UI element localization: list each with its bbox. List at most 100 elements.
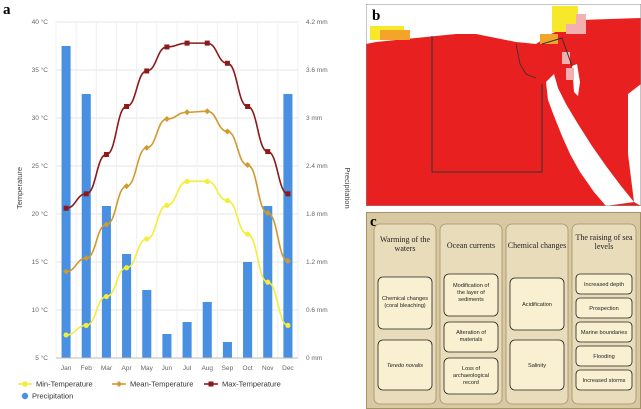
- mean-temperature-marker: [284, 258, 291, 265]
- climate-chart: a 5 °C 10 °C 15 °C 20 °C 25 °C 30 °C 35 °C 40 °…: [3, 2, 352, 401]
- temperature-lines: [63, 40, 291, 338]
- panel-label-c: c: [370, 214, 377, 230]
- item-teredo-novalis: Teredo novalis: [387, 363, 423, 369]
- map-highlight-pink-4: [566, 68, 574, 80]
- y-tick-label-left: 5 °C: [35, 354, 48, 362]
- column-title-sea-levels: The raising of sea levels: [575, 233, 633, 251]
- x-tick-label: Feb: [81, 365, 93, 372]
- min-temperature-marker: [244, 231, 251, 237]
- mean-temperature-marker: [83, 255, 90, 262]
- mean-temperature-marker: [123, 183, 130, 190]
- x-tick-label: Jul: [183, 365, 192, 372]
- egypt-map: b: [366, 4, 641, 206]
- mean-temperature-marker: [184, 109, 191, 116]
- min-temperature-marker: [265, 279, 271, 285]
- x-tick-label: Mar: [101, 365, 113, 372]
- item-marine-boundaries: Marine boundaries: [581, 330, 628, 336]
- y-tick-label-right: 1.2 mm: [306, 259, 328, 266]
- mean-temperature-marker: [63, 268, 70, 275]
- precipitation-bar: [61, 46, 71, 358]
- precipitation-bar: [202, 302, 212, 358]
- precipitation-bar: [101, 206, 111, 358]
- map-border-nile: [515, 43, 537, 79]
- min-temperature-marker: [184, 178, 190, 184]
- legend-label-mean-temperature: Mean-Temperature: [130, 380, 193, 389]
- legend-marker-max-temperature: [208, 381, 214, 387]
- legend-label-precipitation: Precipitation: [32, 392, 73, 401]
- panel-label-a: a: [3, 2, 11, 18]
- legend-marker-min-temperature: [22, 381, 28, 387]
- precipitation-bar: [243, 262, 253, 358]
- y-axis-label-left: Temperature: [15, 167, 24, 209]
- min-temperature-marker: [63, 332, 69, 338]
- map-sea-right: [628, 84, 641, 206]
- max-temperature-marker: [285, 191, 291, 197]
- item-alteration-materials: Alteration of materials: [456, 330, 486, 343]
- precipitation-bar: [182, 322, 192, 358]
- panel-c: c Warming of the waters Chemical changes(…: [366, 212, 641, 409]
- column-title-ocean-currents: Ocean currents: [447, 241, 495, 250]
- max-temperature-marker: [184, 40, 190, 46]
- item-loss-archaeological-record: Loss of archaeological record: [453, 366, 489, 386]
- legend-marker-precipitation: [21, 392, 29, 400]
- precipitation-bar: [142, 290, 152, 358]
- item-modification-sediments: Modification of the layer of sediments: [453, 283, 490, 303]
- y-tick-label-right: 3.6 mm: [306, 67, 328, 74]
- y-tick-label-right: 1.8 mm: [306, 211, 328, 218]
- y-tick-label-left: 30 °C: [32, 114, 49, 122]
- x-tick-label: Dec: [282, 365, 294, 372]
- item-acidification: Acidification: [522, 302, 552, 308]
- y-tick-label-right: 4.2 mm: [306, 19, 328, 26]
- y-tick-label-right: 0.6 mm: [306, 307, 328, 314]
- chart-legend: Min-Temperature Mean-Temperature Max-Tempe…: [18, 380, 281, 401]
- y-tick-label-right: 0 mm: [306, 355, 322, 362]
- precipitation-bar: [122, 254, 132, 358]
- panel-a: a 5 °C 10 °C 15 °C 20 °C 25 °C 30 °C 35 °C 40 °…: [3, 2, 352, 401]
- x-tick-label: Apr: [122, 365, 133, 372]
- y-axis-label-right: Precipitation: [343, 167, 352, 208]
- y-tick-label-right: 2.4 mm: [306, 163, 328, 170]
- min-temperature-marker: [123, 265, 130, 271]
- mean-temperature-marker: [103, 221, 110, 228]
- y-tick-label-left: 35 °C: [32, 66, 49, 74]
- max-temperature-marker: [265, 149, 271, 155]
- column-title-warming: Warming of the waters: [380, 235, 430, 253]
- max-temperature-marker: [144, 68, 150, 74]
- min-temperature-marker: [83, 322, 89, 328]
- precipitation-bar: [162, 334, 172, 358]
- max-temperature-marker: [103, 151, 109, 157]
- y-tick-label-left: 15 °C: [32, 258, 49, 266]
- x-tick-label: Sep: [222, 365, 234, 372]
- y-tick-label-left: 20 °C: [32, 210, 49, 218]
- item-chemical-changes-coral: Chemical changes (coral bleaching): [382, 296, 428, 309]
- column-title-chemical-changes: Chemical changes: [508, 241, 566, 250]
- chart-axes: 5 °C 10 °C 15 °C 20 °C 25 °C 30 °C 35 °C 40 °C 0…: [32, 18, 328, 372]
- map-sea-red-sea: [546, 74, 634, 206]
- min-temperature-marker: [224, 197, 231, 204]
- diagram-column-warming: Warming of the waters Chemical changes (co…: [373, 223, 437, 405]
- x-tick-label: Jan: [61, 365, 72, 372]
- map-highlight-pink-1: [576, 14, 586, 34]
- max-temperature-marker: [83, 191, 89, 197]
- min-temperature-marker: [204, 178, 210, 184]
- precipitation-bar: [81, 94, 91, 358]
- panel-label-b: b: [372, 8, 380, 24]
- legend-label-max-temperature: Max-Temperature: [222, 380, 281, 389]
- min-temperature-marker: [144, 236, 150, 242]
- map-highlight-pink-3: [562, 52, 570, 64]
- item-salinity: Salinity: [528, 363, 546, 369]
- mean-temperature-marker: [224, 128, 231, 135]
- y-tick-label-left: 10 °C: [32, 306, 49, 314]
- diagram-column-chemical-changes: Chemical changes Acidification Salinity: [505, 223, 569, 405]
- x-tick-label: Nov: [262, 365, 274, 372]
- legend-marker-mean-temperature: [116, 381, 122, 387]
- max-temperature-marker: [63, 205, 69, 211]
- min-temperature-marker: [103, 293, 110, 300]
- max-temperature-marker: [245, 103, 251, 109]
- legend-label-min-temperature: Min-Temperature: [36, 380, 93, 389]
- mean-temperature-marker: [163, 115, 170, 122]
- x-tick-label: May: [141, 365, 154, 372]
- x-tick-label: Aug: [201, 365, 213, 372]
- panel-b: b: [366, 4, 641, 206]
- diagram-column-ocean-currents: Ocean currents Modification of the layer …: [439, 223, 503, 405]
